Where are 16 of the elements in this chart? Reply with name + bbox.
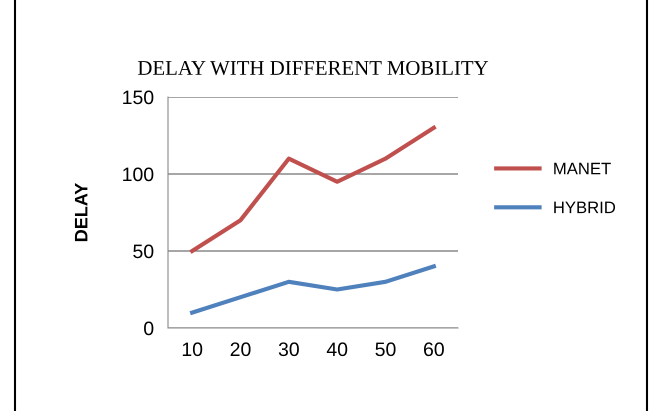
x-tick-label: 30 bbox=[278, 342, 299, 356]
y-tick-label: 50 bbox=[133, 244, 154, 258]
y-tick-label: 150 bbox=[123, 90, 154, 104]
legend-label: MANET bbox=[554, 162, 611, 174]
x-tick-label: 10 bbox=[182, 342, 202, 356]
y-tick-label: 0 bbox=[144, 321, 154, 336]
x-tick-label: 40 bbox=[326, 342, 348, 356]
line-series bbox=[190, 264, 436, 315]
y-tick-label: 100 bbox=[123, 167, 154, 182]
line-series bbox=[190, 126, 436, 254]
x-tick-label: 20 bbox=[230, 342, 251, 356]
legend-label: HYBRID bbox=[554, 202, 616, 214]
x-tick-label: 50 bbox=[375, 342, 396, 356]
x-tick-label: 60 bbox=[424, 342, 444, 356]
chart-title: DELAY WITH DIFFERENT MOBILITY bbox=[138, 60, 488, 76]
y-axis-title: DELAY bbox=[74, 183, 88, 242]
